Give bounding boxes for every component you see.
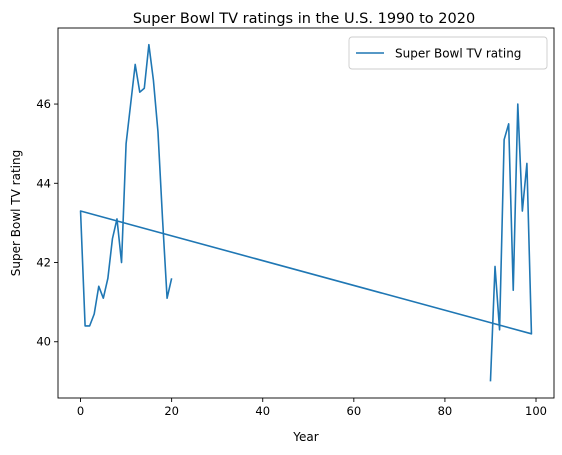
x-tick-label: 80 (438, 404, 453, 418)
legend-box (348, 36, 548, 70)
x-tick-label: 0 (77, 404, 84, 418)
x-tick-label: 40 (255, 404, 270, 418)
chart-title: Super Bowl TV ratings in the U.S. 1990 t… (133, 11, 475, 27)
x-axis-label: Year (292, 430, 318, 444)
legend: Super Bowl TV rating (348, 36, 548, 70)
y-tick-label: 46 (36, 97, 51, 111)
x-axis: 0 20 40 60 80 100 (77, 398, 547, 418)
series-line-super-bowl-tv-rating (79, 43, 533, 382)
y-axis: 40 42 44 46 (36, 97, 58, 349)
x-tick-label: 60 (347, 404, 362, 418)
y-tick-label: 42 (36, 256, 51, 270)
plot-area (57, 27, 555, 399)
y-tick-label: 44 (36, 176, 51, 190)
x-tick-label: 100 (525, 404, 547, 418)
y-tick-label: 40 (36, 335, 51, 349)
x-tick-label: 20 (164, 404, 179, 418)
legend-label: Super Bowl TV rating (395, 47, 521, 61)
y-axis-label: Super Bowl TV rating (9, 150, 23, 276)
